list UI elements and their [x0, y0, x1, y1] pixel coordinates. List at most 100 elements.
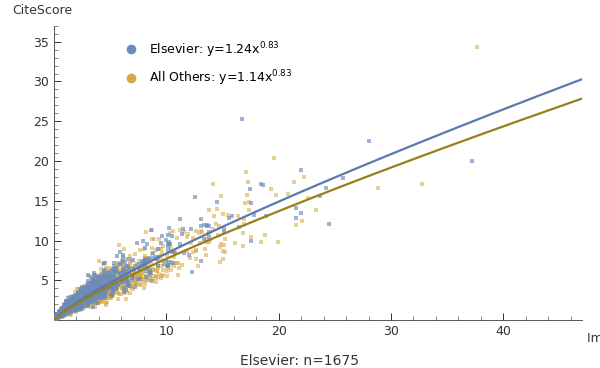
Point — [50, 316, 59, 322]
Point — [53, 311, 62, 317]
Point — [93, 290, 103, 296]
Point — [86, 292, 95, 298]
Point — [55, 310, 64, 316]
Point — [113, 284, 122, 290]
Point — [104, 293, 113, 299]
Point — [60, 309, 70, 315]
Point — [92, 287, 101, 293]
Point — [52, 313, 62, 319]
Point — [50, 316, 59, 322]
Point — [70, 301, 79, 307]
Point — [51, 315, 61, 321]
Point — [54, 314, 64, 319]
Point — [87, 280, 97, 286]
Point — [70, 297, 79, 303]
Point — [52, 315, 61, 321]
Point — [59, 310, 68, 316]
Point — [249, 212, 259, 218]
Point — [104, 265, 114, 271]
Point — [68, 304, 78, 310]
Point — [68, 305, 77, 311]
Point — [64, 304, 73, 310]
Point — [64, 309, 73, 315]
Point — [165, 262, 175, 268]
Point — [64, 301, 74, 307]
Point — [109, 267, 119, 273]
Point — [61, 308, 71, 314]
Point — [59, 311, 68, 317]
Point — [140, 266, 150, 272]
Point — [52, 315, 62, 321]
Point — [97, 283, 107, 289]
Point — [62, 310, 72, 316]
Point — [56, 313, 66, 319]
Point — [169, 254, 179, 260]
Point — [55, 314, 64, 320]
Point — [101, 302, 111, 308]
Point — [52, 312, 62, 318]
Point — [56, 312, 65, 318]
Point — [66, 299, 76, 305]
Point — [54, 311, 64, 317]
Point — [97, 285, 107, 291]
Point — [76, 298, 86, 304]
Point — [118, 254, 128, 260]
Point — [50, 316, 59, 322]
Point — [52, 313, 62, 319]
Point — [80, 286, 90, 292]
Point — [55, 311, 64, 317]
Point — [64, 301, 73, 307]
Point — [53, 313, 63, 319]
Point — [92, 288, 102, 294]
Point — [50, 316, 59, 322]
Point — [68, 302, 78, 308]
Point — [50, 316, 59, 322]
Point — [60, 310, 70, 316]
Point — [59, 309, 68, 315]
Point — [65, 307, 74, 313]
Point — [163, 263, 172, 269]
Point — [60, 308, 70, 314]
Point — [78, 301, 88, 307]
Point — [95, 290, 105, 296]
Point — [58, 308, 67, 314]
Point — [52, 314, 62, 320]
Point — [62, 306, 71, 312]
Point — [284, 191, 293, 197]
Point — [62, 310, 72, 316]
Point — [66, 299, 76, 305]
Point — [127, 258, 137, 264]
Point — [242, 192, 252, 198]
Point — [55, 312, 65, 318]
Point — [60, 308, 70, 314]
Point — [53, 314, 62, 320]
Point — [59, 309, 68, 315]
Point — [74, 306, 83, 312]
Point — [67, 303, 76, 309]
Point — [82, 293, 91, 299]
Point — [54, 313, 64, 319]
Point — [55, 312, 64, 318]
Point — [58, 308, 68, 314]
Point — [72, 301, 82, 307]
Point — [53, 312, 63, 318]
Point — [72, 299, 82, 305]
Point — [50, 316, 59, 322]
Point — [60, 307, 70, 313]
Point — [112, 286, 121, 292]
Point — [55, 311, 65, 317]
Point — [76, 297, 86, 303]
Point — [65, 298, 75, 304]
Point — [120, 259, 130, 265]
Point — [71, 305, 80, 311]
Point — [57, 311, 67, 317]
Point — [106, 279, 115, 285]
Point — [71, 302, 81, 308]
Point — [113, 260, 123, 266]
Point — [62, 298, 71, 304]
Point — [78, 300, 88, 306]
Point — [56, 309, 65, 315]
Point — [61, 307, 71, 312]
Point — [88, 295, 98, 301]
Point — [84, 298, 94, 304]
